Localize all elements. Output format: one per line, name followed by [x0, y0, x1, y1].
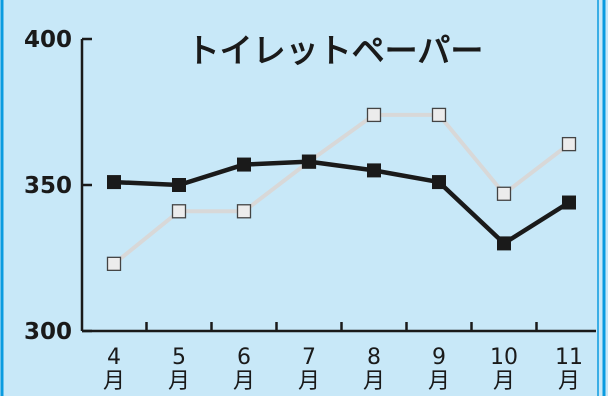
series-2-point — [171, 204, 187, 219]
y-tick-label: 300 — [24, 319, 72, 345]
x-tick-label: 10 月 — [490, 345, 518, 394]
chart-title: トイレットペーパー — [187, 31, 484, 70]
y-tick-label: 400 — [24, 27, 72, 53]
series-line-1 — [113, 159, 571, 246]
series-2-point — [431, 107, 447, 123]
series-1-point — [367, 163, 381, 178]
series-1-point — [497, 236, 511, 251]
x-ticks: 4 月 5 月 6 月 7 月 8 月 9 月 10 月 11 月 — [103, 322, 583, 394]
series-1-point — [562, 195, 576, 210]
series-1-point — [172, 178, 186, 192]
x-tick-label: 11 月 — [555, 345, 583, 394]
series-1-point — [302, 154, 316, 169]
series-2-point — [561, 136, 577, 152]
series-2-point — [496, 186, 512, 201]
series-1-point — [107, 175, 121, 190]
series-2-point — [236, 204, 252, 219]
series-1-point — [237, 157, 251, 172]
y-tick-label: 350 — [24, 173, 72, 199]
series-layer — [106, 107, 577, 271]
y-ticks: 300 350 400 — [24, 27, 92, 345]
series-2-point — [366, 107, 382, 123]
series-1-point — [432, 175, 446, 190]
series-2-point — [106, 256, 122, 271]
series-line-2 — [112, 112, 571, 266]
